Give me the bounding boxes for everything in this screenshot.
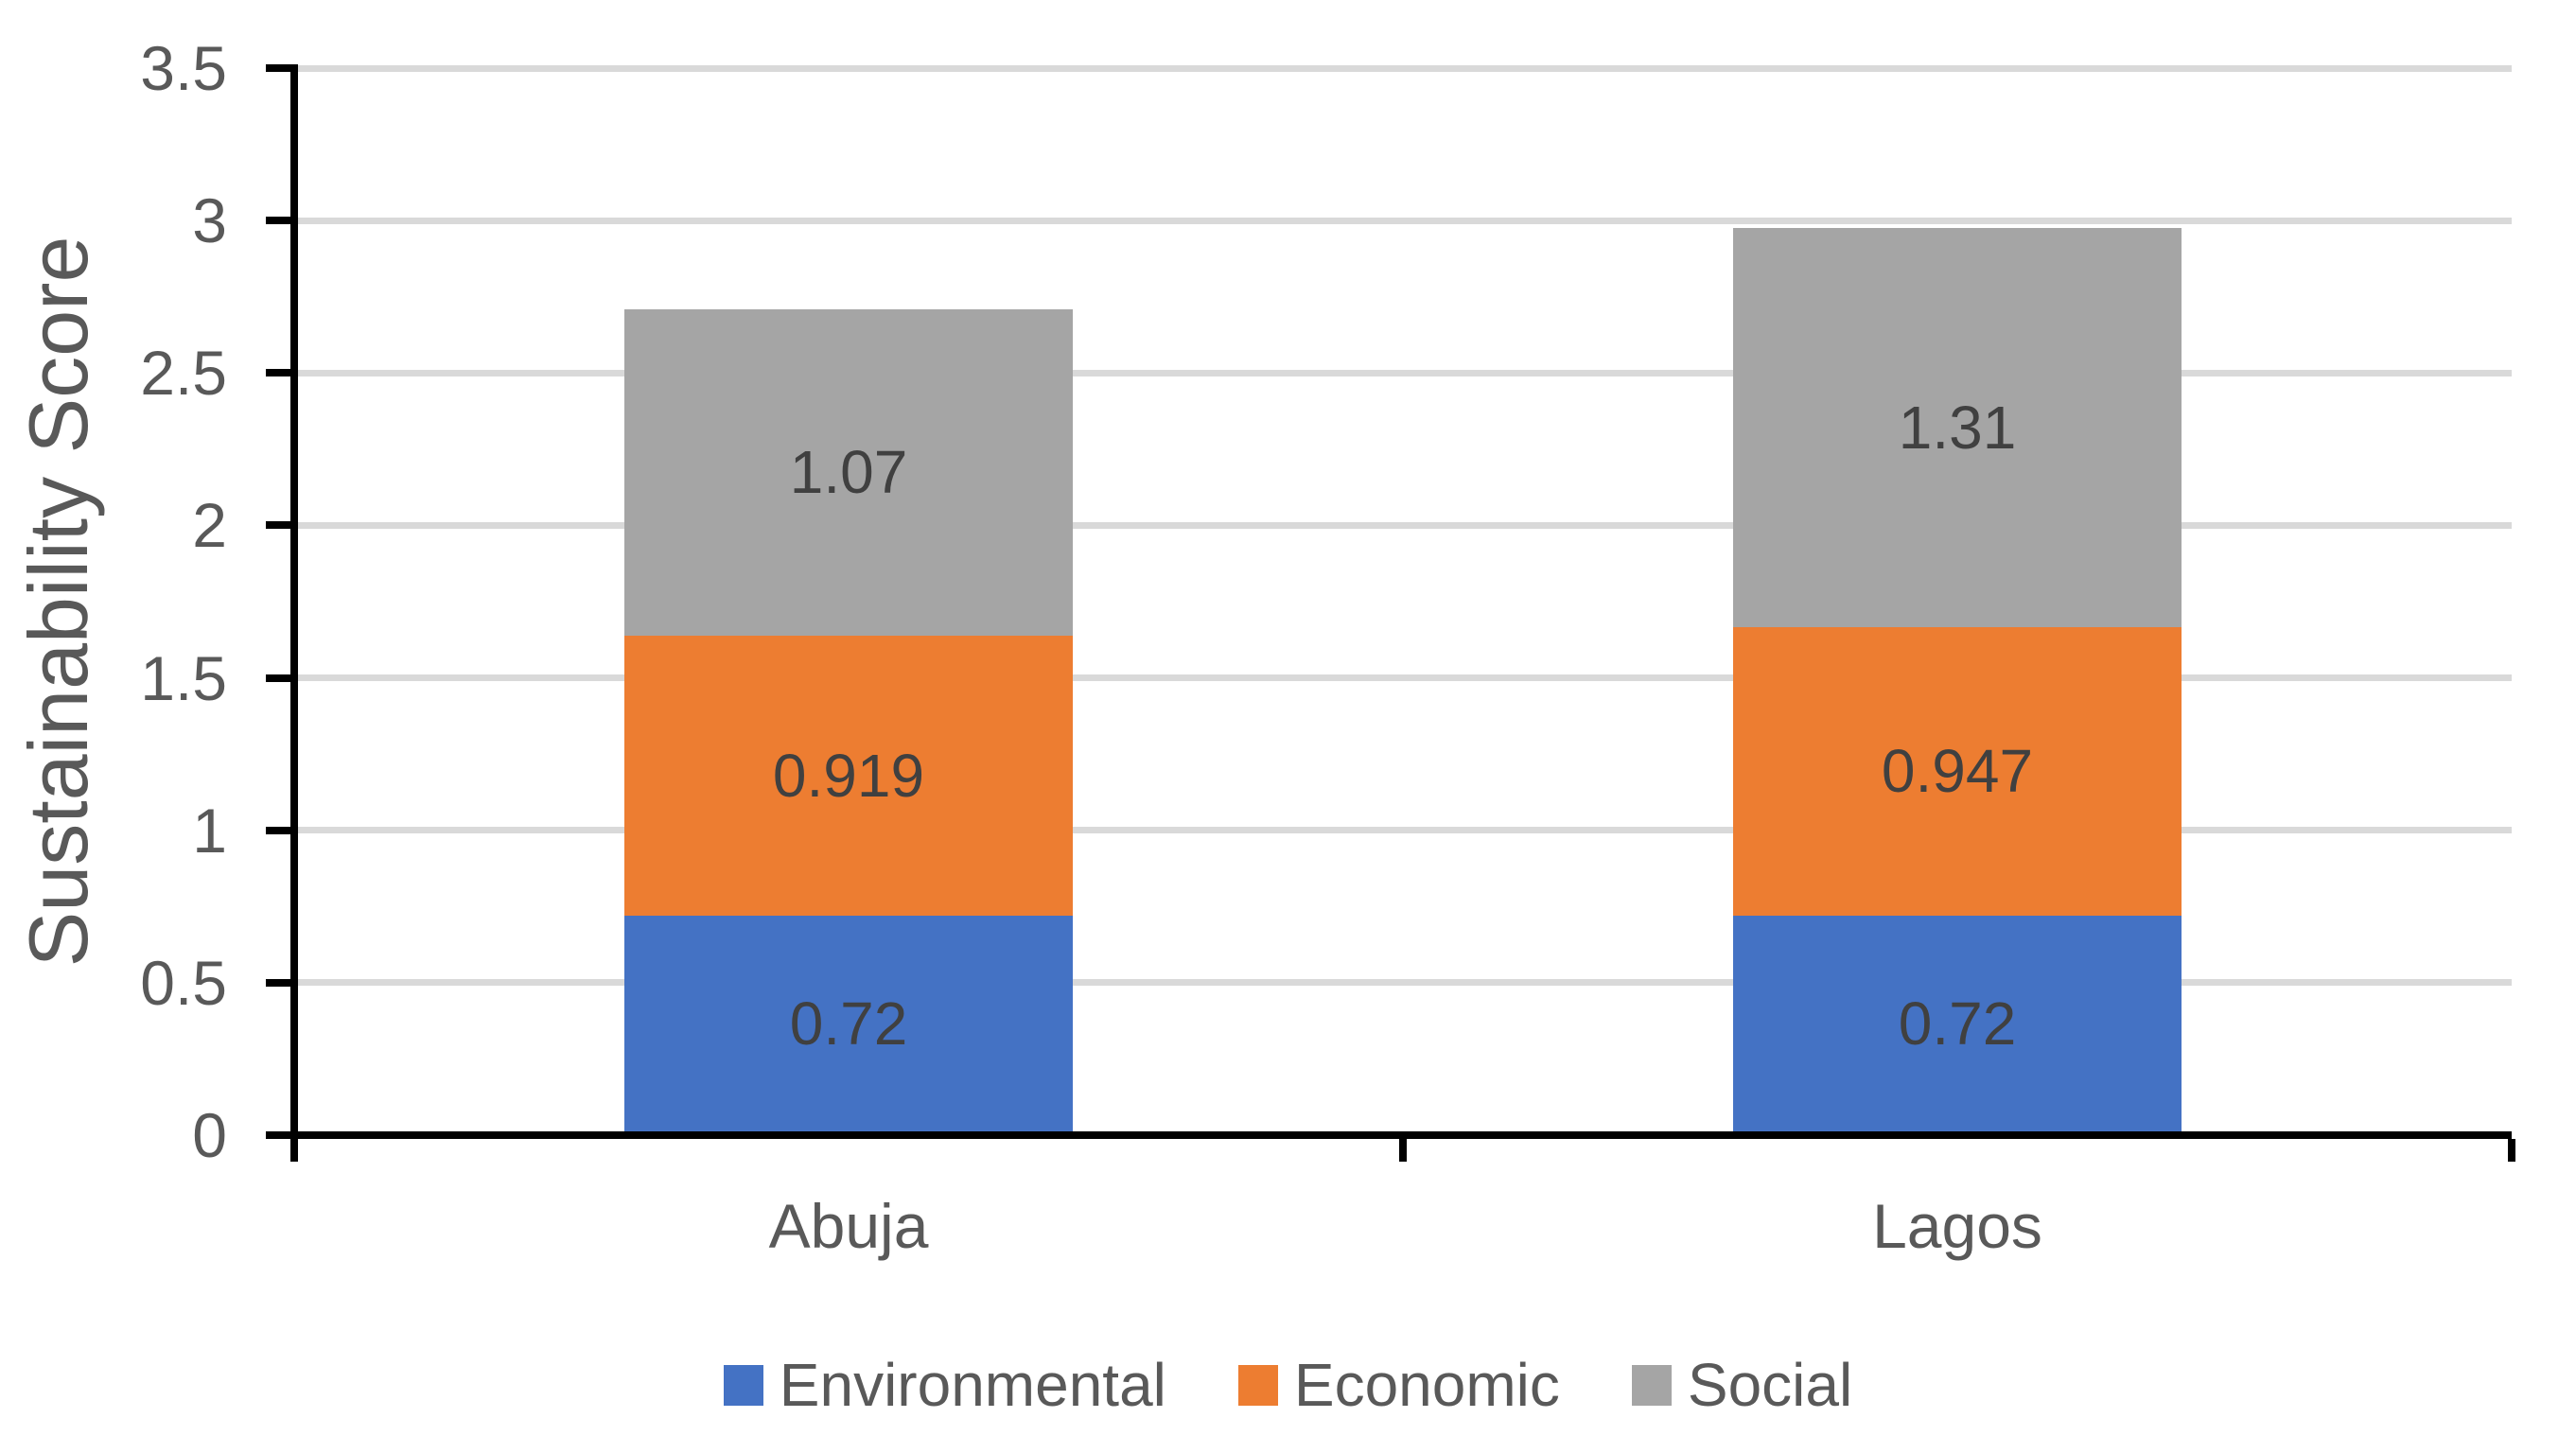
y-tick: [266, 674, 290, 682]
legend-swatch-economic: [1237, 1364, 1278, 1406]
gridline: [298, 674, 2512, 682]
legend-label-social: Social: [1687, 1351, 1853, 1419]
bar-segment-economic-abuja: 0.919: [624, 635, 1073, 916]
gridline: [298, 979, 2512, 987]
category-label-lagos: Lagos: [1872, 1191, 2042, 1261]
bar-segment-social-lagos: 1.31: [1733, 227, 2182, 627]
y-tick-label: 3: [192, 185, 227, 256]
data-label: 0.947: [1881, 737, 2034, 806]
y-tick: [266, 978, 290, 987]
y-tick-label: 1.5: [140, 642, 227, 713]
legend-label-environmental: Environmental: [779, 1351, 1166, 1419]
legend-label-economic: Economic: [1293, 1351, 1560, 1419]
y-tick-label: 1: [192, 795, 227, 866]
legend-item-economic: Economic: [1237, 1351, 1560, 1419]
data-label: 1.07: [789, 438, 908, 507]
legend-swatch-environmental: [723, 1364, 763, 1406]
data-label: 0.72: [789, 989, 908, 1058]
legend: Environmental Economic Social: [0, 1355, 2576, 1415]
y-axis-line: [290, 64, 298, 1162]
legend-item-environmental: Environmental: [723, 1351, 1166, 1419]
y-tick-label: 0: [192, 1100, 227, 1170]
y-tick-label: 0.5: [140, 947, 227, 1018]
legend-item-social: Social: [1631, 1351, 1853, 1419]
bar-segment-environmental-lagos: 0.72: [1733, 915, 2182, 1131]
y-tick: [266, 64, 290, 72]
gridline: [298, 827, 2512, 834]
bar-segment-environmental-abuja: 0.72: [624, 915, 1073, 1131]
y-tick-label: 2: [192, 490, 227, 561]
bar-segment-economic-lagos: 0.947: [1733, 626, 2182, 916]
data-label: 0.72: [1898, 989, 2017, 1058]
data-label: 0.919: [772, 741, 925, 810]
gridline: [298, 64, 2512, 72]
y-tick: [266, 1131, 290, 1139]
gridline: [298, 521, 2512, 529]
x-tick: [2508, 1139, 2515, 1162]
bar-segment-social-abuja: 1.07: [624, 308, 1073, 636]
y-tick: [266, 521, 290, 530]
category-label-abuja: Abuja: [768, 1191, 929, 1261]
legend-swatch-social: [1631, 1364, 1672, 1406]
x-tick: [1399, 1139, 1407, 1162]
gridline: [298, 217, 2512, 224]
y-tick-label: 2.5: [140, 338, 227, 409]
y-tick: [266, 369, 290, 377]
y-tick: [266, 217, 290, 225]
x-axis-line: [290, 1131, 2512, 1139]
gridline: [298, 369, 2512, 376]
y-tick-label: 3.5: [140, 33, 227, 103]
y-tick: [266, 826, 290, 834]
data-label: 1.31: [1898, 393, 2017, 462]
